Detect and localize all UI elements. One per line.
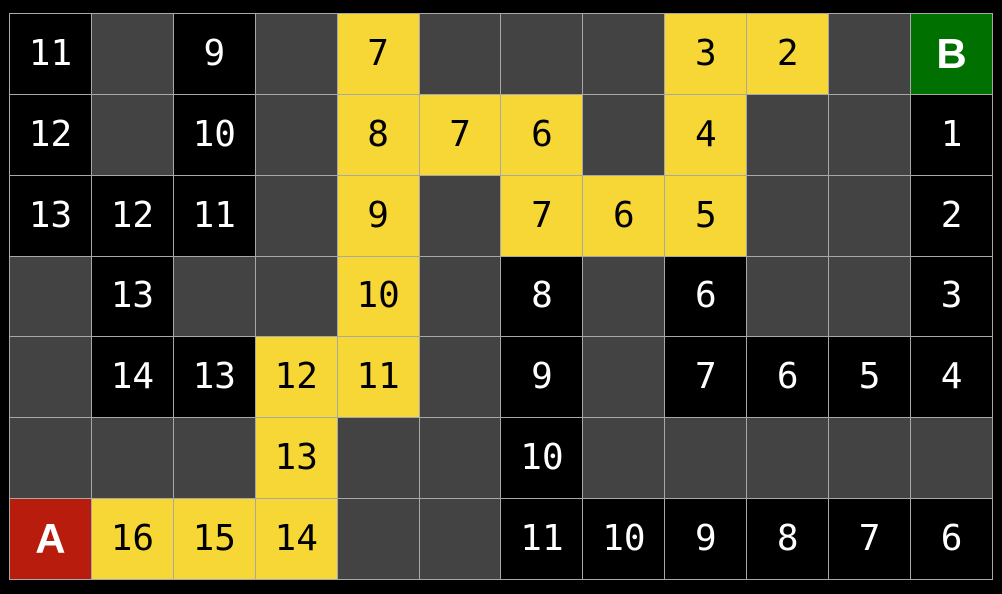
start-cell-a: A xyxy=(10,499,91,579)
empty-cell xyxy=(747,418,829,499)
path-cell: 6 xyxy=(501,94,583,175)
empty-cell xyxy=(583,256,665,337)
path-cell: 11 xyxy=(337,337,419,418)
empty-cell xyxy=(583,14,665,94)
distance-cell: 5 xyxy=(829,337,911,418)
distance-cell: 11 xyxy=(501,499,583,579)
empty-cell xyxy=(255,14,337,94)
empty-cell xyxy=(829,175,911,256)
goal-cell-b: B xyxy=(911,14,992,94)
empty-cell xyxy=(173,256,255,337)
distance-cell: 9 xyxy=(501,337,583,418)
path-cell: 16 xyxy=(91,499,173,579)
empty-cell xyxy=(173,418,255,499)
path-cell: 2 xyxy=(747,14,829,94)
distance-cell: 6 xyxy=(911,499,992,579)
empty-cell xyxy=(583,337,665,418)
empty-cell xyxy=(255,94,337,175)
empty-cell xyxy=(91,418,173,499)
distance-cell: 8 xyxy=(501,256,583,337)
empty-cell xyxy=(829,256,911,337)
empty-cell xyxy=(747,175,829,256)
empty-cell xyxy=(419,418,501,499)
empty-cell xyxy=(419,14,501,94)
distance-cell: 2 xyxy=(911,175,992,256)
empty-cell xyxy=(91,94,173,175)
empty-cell xyxy=(829,94,911,175)
empty-cell xyxy=(337,499,419,579)
path-cell: 15 xyxy=(173,499,255,579)
distance-cell: 13 xyxy=(10,175,91,256)
distance-cell: 9 xyxy=(665,499,747,579)
distance-cell: 6 xyxy=(665,256,747,337)
path-cell: 5 xyxy=(665,175,747,256)
empty-cell xyxy=(501,14,583,94)
empty-cell xyxy=(255,256,337,337)
empty-cell xyxy=(91,14,173,94)
distance-cell: 6 xyxy=(747,337,829,418)
path-cell: 14 xyxy=(255,499,337,579)
empty-cell xyxy=(10,256,91,337)
distance-cell: 12 xyxy=(91,175,173,256)
distance-cell: 1 xyxy=(911,94,992,175)
empty-cell xyxy=(419,337,501,418)
path-cell: 7 xyxy=(501,175,583,256)
path-cell: 3 xyxy=(665,14,747,94)
distance-cell: 11 xyxy=(173,175,255,256)
path-cell: 7 xyxy=(337,14,419,94)
distance-cell: 13 xyxy=(91,256,173,337)
distance-cell: 10 xyxy=(501,418,583,499)
path-cell: 4 xyxy=(665,94,747,175)
empty-cell xyxy=(911,418,992,499)
distance-cell: 8 xyxy=(747,499,829,579)
empty-cell xyxy=(419,175,501,256)
path-cell: 9 xyxy=(337,175,419,256)
distance-cell: 7 xyxy=(829,499,911,579)
path-cell: 13 xyxy=(255,418,337,499)
pathfinding-grid: 11 9 7 3 2 B 12 10 8 7 6 4 1 13 12 11 9 7 6 5 2 13 10 8 6 3 14 13 12… xyxy=(9,13,993,580)
distance-cell: 9 xyxy=(173,14,255,94)
empty-cell xyxy=(665,418,747,499)
path-cell: 8 xyxy=(337,94,419,175)
empty-cell xyxy=(419,499,501,579)
distance-cell: 11 xyxy=(10,14,91,94)
empty-cell xyxy=(583,94,665,175)
distance-cell: 3 xyxy=(911,256,992,337)
path-cell: 6 xyxy=(583,175,665,256)
empty-cell xyxy=(10,418,91,499)
empty-cell xyxy=(255,175,337,256)
empty-cell xyxy=(10,337,91,418)
distance-cell: 10 xyxy=(173,94,255,175)
empty-cell xyxy=(747,256,829,337)
empty-cell xyxy=(337,418,419,499)
distance-cell: 12 xyxy=(10,94,91,175)
path-cell: 12 xyxy=(255,337,337,418)
empty-cell xyxy=(747,94,829,175)
empty-cell xyxy=(829,418,911,499)
distance-cell: 14 xyxy=(91,337,173,418)
distance-cell: 7 xyxy=(665,337,747,418)
path-cell: 7 xyxy=(419,94,501,175)
empty-cell xyxy=(829,14,911,94)
distance-cell: 13 xyxy=(173,337,255,418)
path-cell: 10 xyxy=(337,256,419,337)
empty-cell xyxy=(583,418,665,499)
distance-cell: 4 xyxy=(911,337,992,418)
distance-cell: 10 xyxy=(583,499,665,579)
empty-cell xyxy=(419,256,501,337)
